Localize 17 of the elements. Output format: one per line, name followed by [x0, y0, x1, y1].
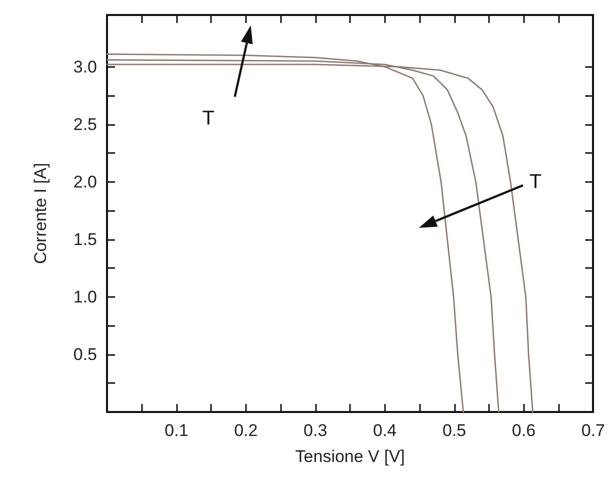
x-tick-label: 0.4 — [373, 421, 397, 440]
x-tick-label: 0.5 — [442, 421, 466, 440]
x-tick-label: 0.6 — [512, 421, 536, 440]
y-axis-title: Corrente I [A] — [31, 162, 50, 264]
y-tick-label: 0.5 — [73, 344, 97, 364]
y-tick-label: 3.0 — [73, 57, 97, 76]
x-tick-label: 0.2 — [234, 421, 258, 440]
x-axis-title: Tensione V [V] — [295, 447, 405, 466]
x-tick-label: 0.1 — [164, 421, 188, 440]
x-tick-label: 0.3 — [304, 421, 328, 440]
x-tick-label: 0.7 — [581, 421, 606, 440]
y-tick-label: 1.0 — [73, 287, 97, 306]
y-tick-label: 2.0 — [73, 172, 97, 192]
y-tick-label: 1.5 — [73, 230, 97, 249]
annotation: T — [202, 108, 215, 130]
annotation: T — [529, 170, 542, 193]
y-tick-label: 2.5 — [73, 114, 97, 134]
